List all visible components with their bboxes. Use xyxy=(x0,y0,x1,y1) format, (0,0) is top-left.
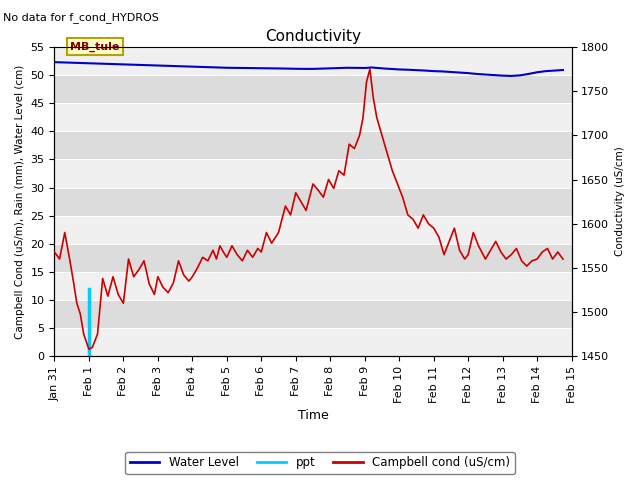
Bar xyxy=(54,103,572,132)
X-axis label: Time: Time xyxy=(298,409,328,422)
Text: No data for f_cond_HYDROS: No data for f_cond_HYDROS xyxy=(3,12,159,23)
Y-axis label: Campbell Cond (uS/m), Rain (mm), Water Level (cm): Campbell Cond (uS/m), Rain (mm), Water L… xyxy=(15,64,25,339)
Bar xyxy=(54,132,572,159)
Bar xyxy=(54,188,572,216)
Bar xyxy=(54,216,572,244)
Bar xyxy=(54,328,572,356)
Bar xyxy=(54,244,572,272)
Legend: Water Level, ppt, Campbell cond (uS/cm): Water Level, ppt, Campbell cond (uS/cm) xyxy=(125,452,515,474)
Bar xyxy=(54,272,572,300)
Bar xyxy=(54,75,572,103)
Bar xyxy=(54,47,572,75)
Title: Conductivity: Conductivity xyxy=(265,29,361,44)
Bar xyxy=(54,300,572,328)
Text: MB_tule: MB_tule xyxy=(70,42,119,52)
Bar xyxy=(54,159,572,188)
Y-axis label: Conductivity (uS/cm): Conductivity (uS/cm) xyxy=(615,147,625,256)
